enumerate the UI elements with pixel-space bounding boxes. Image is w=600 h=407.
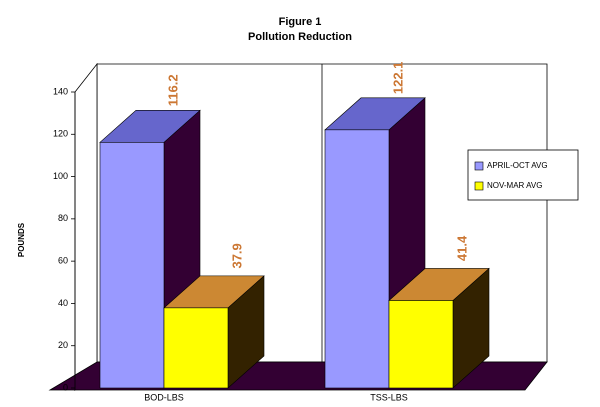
x-tick-label: BOD-LBS	[144, 392, 184, 402]
data-label: 116.2	[165, 74, 180, 106]
y-tick-label: 100	[53, 171, 68, 181]
bar	[99, 142, 165, 389]
y-tick-label: 60	[58, 256, 68, 266]
bar	[388, 300, 454, 389]
y-tick-label: 40	[58, 298, 68, 308]
data-label: 41.4	[454, 235, 469, 261]
y-tick-label: 140	[53, 86, 68, 96]
y-tick-label: 20	[58, 340, 68, 350]
bar	[163, 307, 229, 389]
y-tick-label: 120	[53, 129, 68, 139]
side-wall	[74, 62, 98, 392]
data-label: 37.9	[229, 243, 244, 268]
legend-swatch	[474, 161, 484, 171]
legend-box	[467, 149, 579, 201]
x-tick-label: TSS-LBS	[370, 392, 408, 402]
chart-title: Figure 1	[279, 16, 322, 28]
legend-swatch	[474, 181, 484, 191]
y-tick-label: 80	[58, 213, 68, 223]
y-axis-label: POUNDS	[17, 222, 26, 257]
chart-subtitle: Pollution Reduction	[248, 31, 352, 43]
y-tick-label: 0	[63, 382, 68, 392]
legend	[467, 149, 579, 201]
legend-label: APRIL-OCT AVG	[487, 161, 548, 170]
bar	[324, 129, 390, 389]
data-label: 122.1	[390, 62, 405, 95]
legend-label: NOV-MAR AVG	[487, 181, 542, 190]
